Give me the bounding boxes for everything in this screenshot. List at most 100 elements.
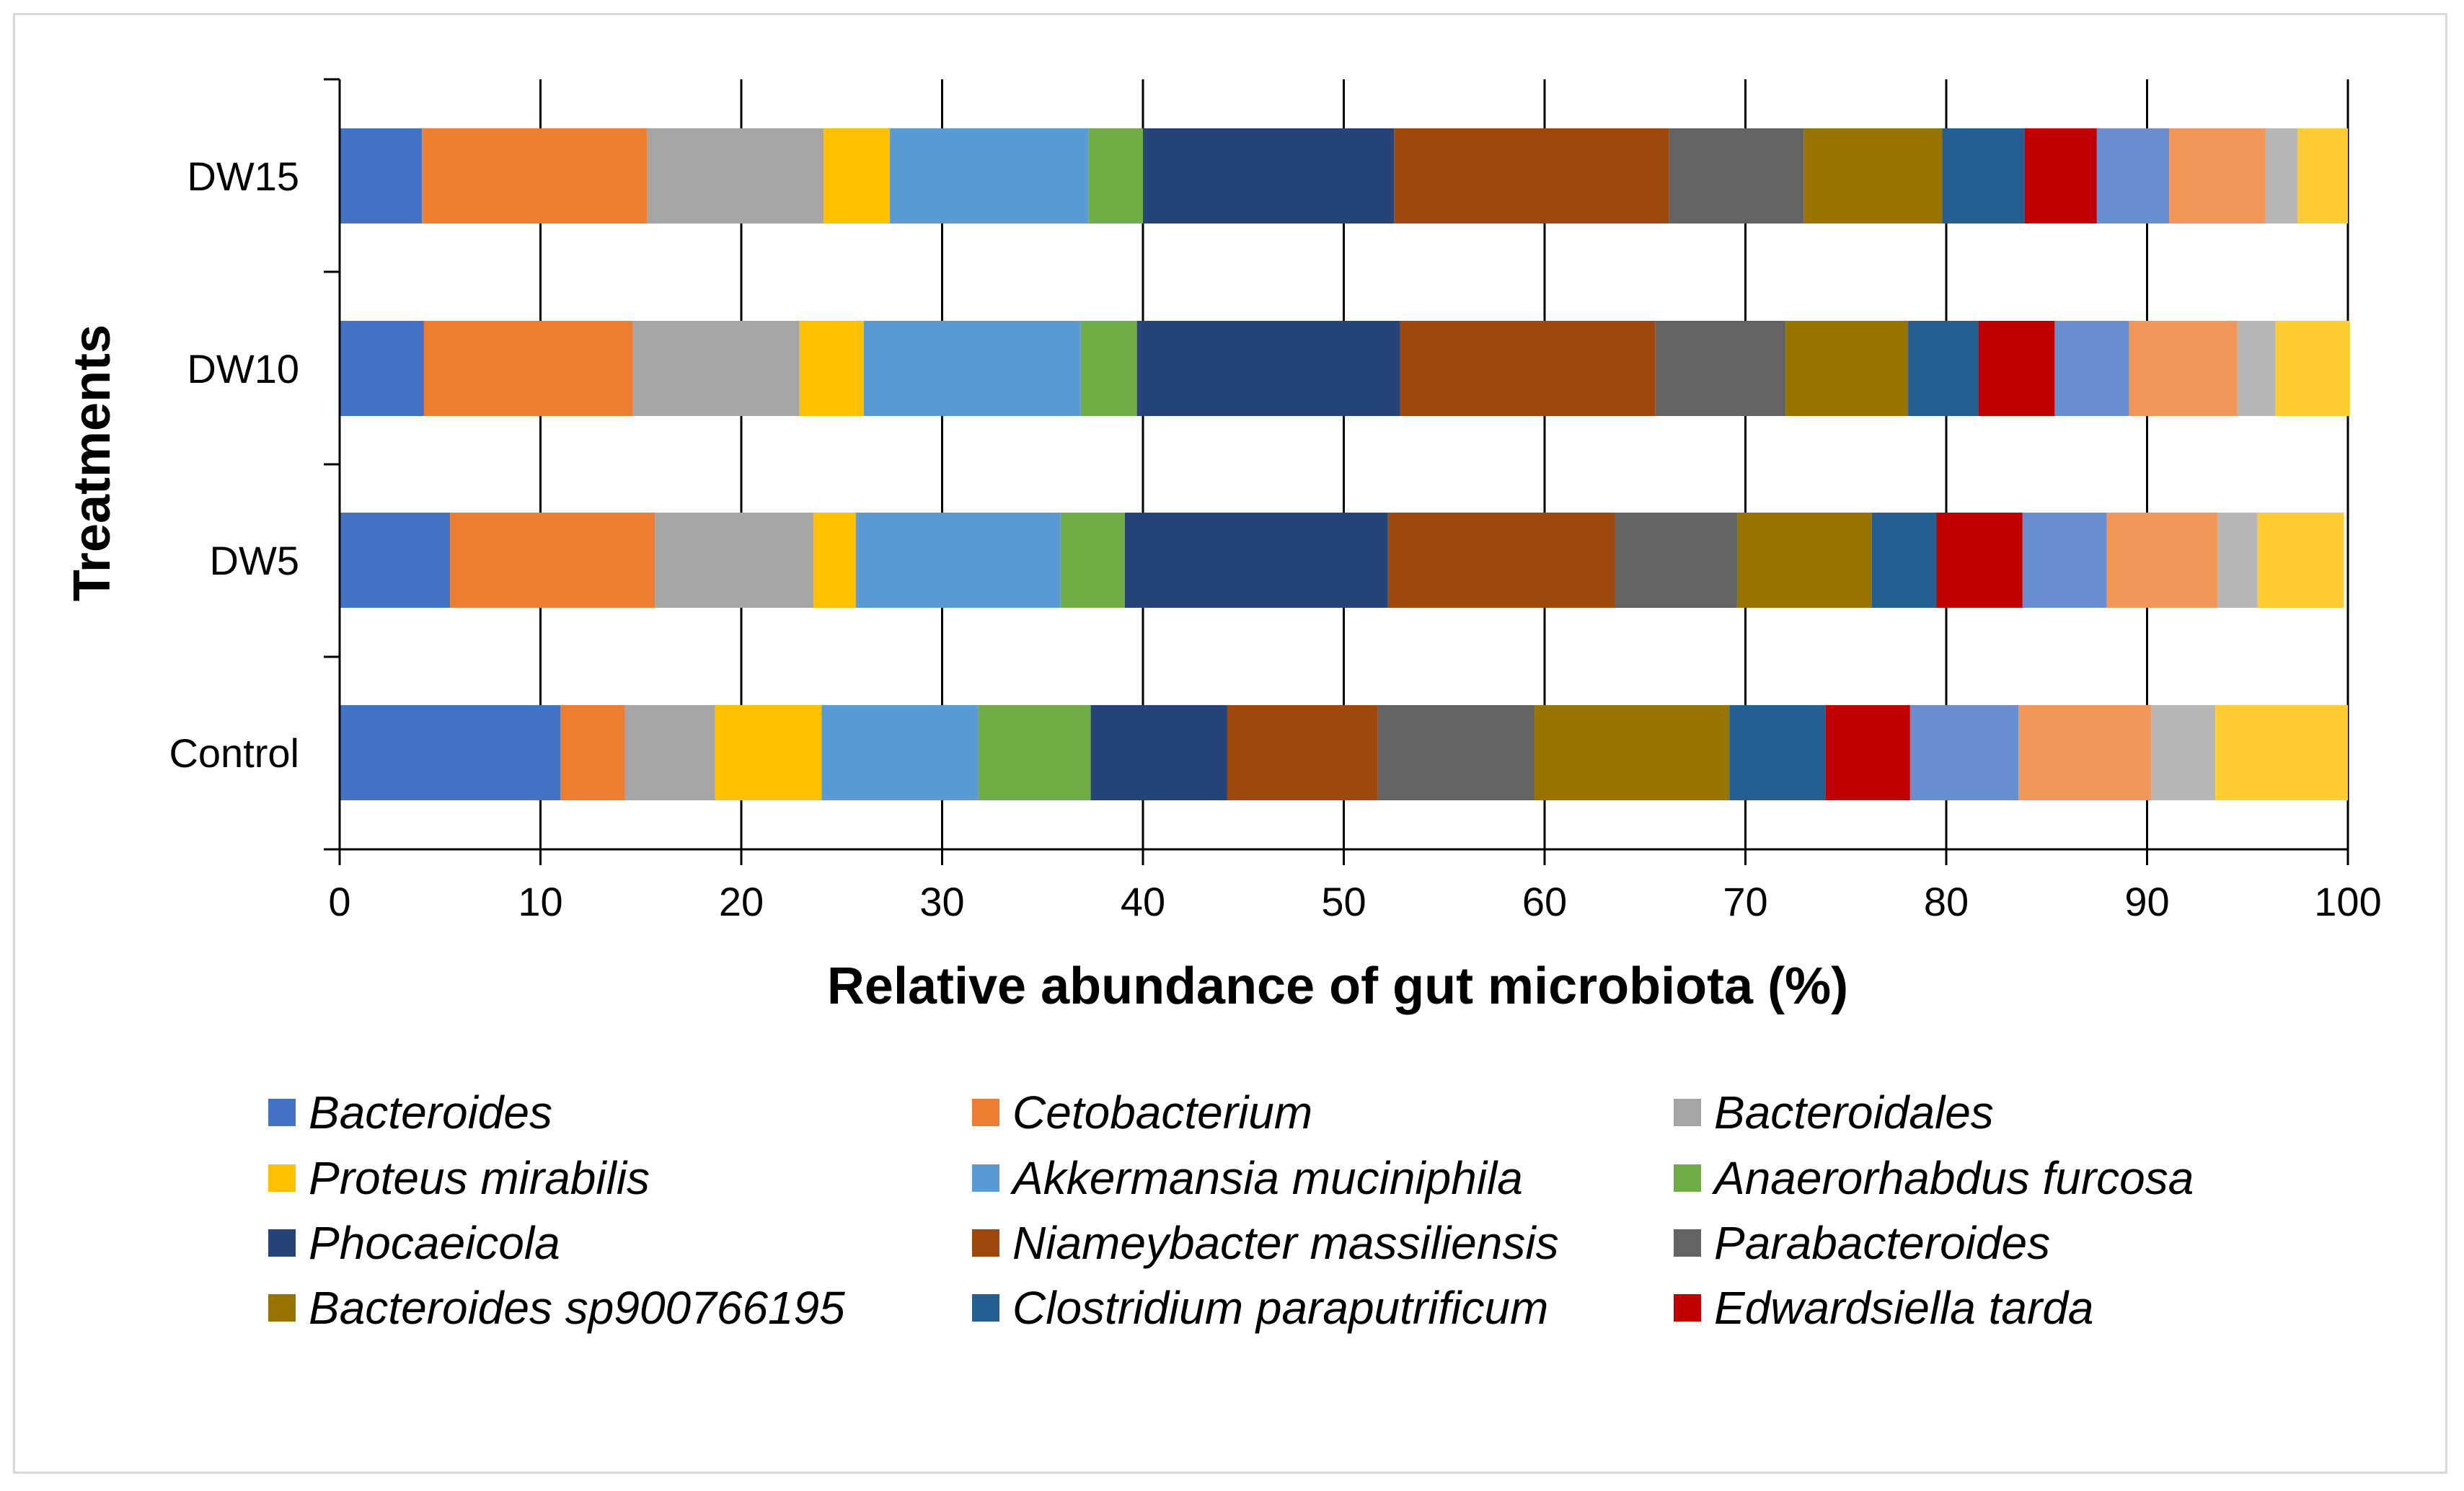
- bar-segment: [1871, 513, 1937, 608]
- x-tick-label: 50: [1321, 879, 1366, 924]
- bar-segment: [340, 513, 451, 608]
- bar-segment: [1785, 321, 1909, 416]
- legend-label: Phocaeicola: [309, 1217, 560, 1269]
- bar-segment: [1535, 705, 1730, 800]
- bar-segment: [1737, 513, 1872, 608]
- y-axis-title: Treatments: [63, 324, 121, 601]
- bar-segment: [2257, 513, 2344, 608]
- bar-segment: [1387, 513, 1615, 608]
- legend-swatch: [972, 1294, 999, 1322]
- bar-segment: [1394, 128, 1669, 224]
- bar-segment: [2054, 321, 2129, 416]
- legend-swatch: [1674, 1164, 1701, 1192]
- bar-segment: [422, 128, 648, 224]
- bar-segment: [2024, 128, 2097, 224]
- x-tick-label: 60: [1522, 879, 1567, 924]
- x-tick-label: 0: [328, 879, 350, 924]
- bar-segment: [2129, 321, 2238, 416]
- bar-segment: [632, 321, 800, 416]
- bar-segment: [1080, 321, 1137, 416]
- x-tick-label: 80: [1924, 879, 1969, 924]
- axes: Control DW5 DW10 DW15 0 10 20 30 40 50 60 70 80 90 100: [169, 78, 2382, 924]
- bar-segment: [2297, 128, 2348, 224]
- bar-segment: [2106, 513, 2217, 608]
- legend-label: Cetobacterium: [1012, 1087, 1312, 1138]
- bar-segment: [1060, 513, 1125, 608]
- bar-segment: [1908, 321, 1979, 416]
- bar-segment: [1978, 321, 2055, 416]
- legend-swatch: [972, 1099, 999, 1126]
- x-tick-label: 30: [919, 879, 964, 924]
- bar-segment: [1909, 705, 2019, 800]
- legend-label: Bacteroidales: [1714, 1087, 1994, 1138]
- bar-segment: [1143, 128, 1395, 224]
- y-tick-label: Control: [169, 730, 299, 776]
- legend-swatch: [268, 1294, 296, 1322]
- bar-segment: [1377, 705, 1535, 800]
- legend: Bacteroides Cetobacterium Bacteroidales Pro…: [268, 1087, 2194, 1334]
- legend-swatch: [268, 1229, 296, 1257]
- y-tick-label: DW15: [187, 154, 299, 199]
- bar-segment: [655, 513, 814, 608]
- x-axis-title: Relative abundance of gut microbiota (%): [827, 957, 1848, 1015]
- bar-segment: [1400, 321, 1656, 416]
- bar-segment: [1090, 705, 1227, 800]
- bar-segment: [1936, 513, 2023, 608]
- legend-label: Niameybacter massiliensis: [1012, 1217, 1559, 1269]
- x-tick-label: 90: [2124, 879, 2169, 924]
- bar-segment: [1942, 128, 2025, 224]
- bar-segment: [2237, 321, 2276, 416]
- legend-swatch: [268, 1164, 296, 1192]
- legend-label: Parabacteroides: [1714, 1217, 2050, 1269]
- bar-segment: [2169, 128, 2266, 224]
- y-tick-label: DW10: [187, 346, 299, 391]
- bar-segment: [1124, 513, 1388, 608]
- legend-swatch: [1674, 1099, 1701, 1126]
- legend-label: Bacteroides: [309, 1087, 552, 1138]
- bar-segment: [423, 321, 633, 416]
- bar-segment: [978, 705, 1091, 800]
- bar-segment: [799, 321, 864, 416]
- bar-segment: [2275, 321, 2350, 416]
- legend-label: Edwardsiella tarda: [1714, 1282, 2094, 1334]
- bar-segment: [1669, 128, 1804, 224]
- bar-segment: [813, 513, 856, 608]
- legend-label: Anaerorhabdus furcosa: [1711, 1152, 2194, 1204]
- bar-segment: [1803, 128, 1943, 224]
- bar-segment: [863, 321, 1081, 416]
- bar-segment: [340, 128, 423, 224]
- bar-segment: [1655, 321, 1786, 416]
- bar-segment: [450, 513, 655, 608]
- bar-segment: [2217, 513, 2258, 608]
- legend-swatch: [972, 1164, 999, 1192]
- bar-segment: [821, 705, 979, 800]
- legend-swatch: [1674, 1229, 1701, 1257]
- legend-swatch: [268, 1099, 296, 1126]
- bar-segment: [2265, 128, 2298, 224]
- bar-segment: [340, 705, 561, 800]
- legend-swatch: [1674, 1294, 1701, 1322]
- bar-segment: [624, 705, 715, 800]
- bar-segment: [1729, 705, 1826, 800]
- bar-segment: [2215, 705, 2348, 800]
- bar-segment: [2022, 513, 2107, 608]
- y-tick-label: DW5: [210, 538, 299, 583]
- legend-label: Bacteroides sp900766195: [309, 1282, 845, 1334]
- x-tick-label: 100: [2314, 879, 2381, 924]
- x-tick-label: 40: [1121, 879, 1165, 924]
- bar-segment: [1136, 321, 1400, 416]
- bar-segment: [2151, 705, 2216, 800]
- legend-swatch: [972, 1229, 999, 1257]
- x-tick-label: 10: [518, 879, 562, 924]
- bar-segment: [2018, 705, 2152, 800]
- x-tick-label: 20: [719, 879, 764, 924]
- bar-segment: [855, 513, 1061, 608]
- bar-segment: [560, 705, 625, 800]
- bar-segment: [890, 128, 1089, 224]
- bar-segment: [647, 128, 824, 224]
- bar-segment: [1825, 705, 1910, 800]
- legend-label: Akkermansia muciniphila: [1010, 1152, 1523, 1204]
- bar-segment: [1088, 128, 1143, 224]
- bars: [340, 128, 2350, 800]
